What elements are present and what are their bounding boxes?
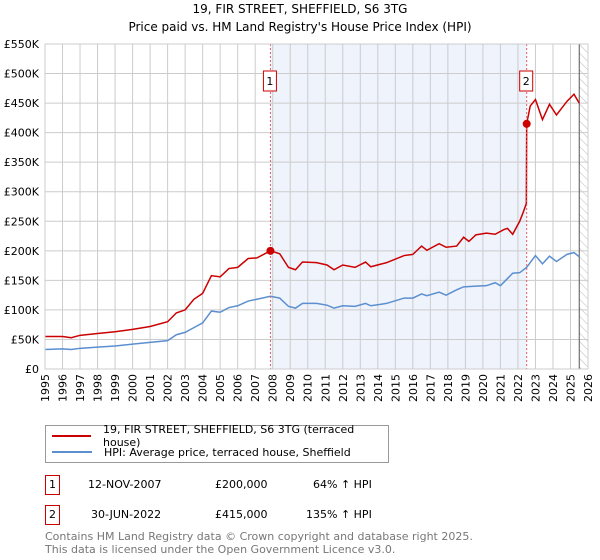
x-tick-label: 2022: [512, 374, 525, 402]
x-tick-label: 2026: [582, 374, 595, 402]
legend-item-hpi: HPI: Average price, terraced house, Shef…: [46, 444, 351, 460]
x-tick-label: 2005: [214, 374, 227, 402]
sale-row: 2 30-JUN-2022 £415,000 135% ↑ HPI: [45, 505, 445, 525]
y-tick-label: £450K: [4, 97, 40, 110]
x-tick-label: 2025: [564, 374, 577, 402]
x-tick-label: 2006: [232, 374, 245, 402]
ownership-shaded-region: [270, 44, 527, 369]
x-tick-label: 2013: [354, 374, 367, 402]
x-tick-label: 2015: [389, 374, 402, 402]
x-tick-label: 2016: [407, 374, 420, 402]
sale-point: [266, 246, 275, 255]
sale-price: £200,000: [215, 478, 268, 491]
sale-badge: 1: [45, 475, 60, 495]
x-tick-label: 1999: [109, 374, 122, 402]
legend-item-property: 19, FIR STREET, SHEFFIELD, S6 3TG (terra…: [46, 423, 388, 449]
x-tick-label: 2007: [249, 374, 262, 402]
sale-marker-box: [262, 70, 277, 92]
x-tick-label: 2003: [179, 374, 192, 402]
x-tick-label: 2008: [267, 374, 280, 402]
x-tick-label: 2018: [442, 374, 455, 402]
x-tick-label: 2020: [477, 374, 490, 402]
y-tick-label: £400K: [4, 127, 40, 140]
x-tick-label: 2024: [547, 374, 560, 402]
x-tick-label: 1998: [92, 374, 105, 402]
x-tick-label: 2000: [127, 374, 140, 402]
chart-title: 19, FIR STREET, SHEFFIELD, S6 3TG: [192, 2, 408, 16]
x-tick-label: 2009: [284, 374, 297, 402]
x-tick-label: 1996: [57, 374, 70, 402]
x-tick-label: 2010: [302, 374, 315, 402]
sale-date: 30-JUN-2022: [91, 508, 162, 521]
sale-marker-box: [519, 70, 534, 92]
sale-marker-label: 2: [523, 75, 530, 88]
sale-date: 12-NOV-2007: [88, 478, 162, 491]
x-tick-label: 1997: [74, 374, 87, 402]
property-series-line: [45, 93, 580, 339]
x-tick-label: 2017: [424, 374, 437, 402]
x-tick-label: 2019: [459, 374, 472, 402]
y-tick-label: £0: [25, 363, 39, 376]
sale-row: 1 12-NOV-2007 £200,000 64% ↑ HPI: [45, 475, 445, 495]
legend-label: HPI: Average price, terraced house, Shef…: [104, 445, 351, 459]
y-tick-label: £500K: [4, 68, 40, 81]
y-tick-label: £150K: [4, 274, 40, 287]
x-tick-label: 2014: [372, 374, 385, 402]
sale-hpi: 135% ↑ HPI: [306, 508, 372, 521]
legend-swatch-red: [52, 435, 91, 437]
y-tick-label: £100K: [4, 304, 40, 317]
price-chart: 1995 1996 1997 1998 1999 2000 2001 2002 2003 2004…: [4, 38, 595, 402]
sale-hpi: 64% ↑ HPI: [313, 478, 372, 491]
sale-marker-label: 1: [266, 75, 273, 88]
x-tick-label: 2001: [144, 374, 157, 402]
y-tick-label: £350K: [4, 156, 40, 169]
y-tick-label: £550K: [4, 38, 40, 51]
sale-price: £415,000: [215, 508, 268, 521]
footer-licence: This data is licensed under the Open Gov…: [45, 543, 396, 556]
footer-copyright: Contains HM Land Registry data © Crown c…: [45, 530, 473, 543]
x-tick-label: 2002: [162, 374, 175, 402]
legend-label: 19, FIR STREET, SHEFFIELD, S6 3TG (terra…: [103, 423, 355, 449]
x-tick-label: 2023: [529, 374, 542, 402]
hpi-series-line: [44, 251, 580, 351]
sale-badge: 2: [45, 505, 60, 525]
sale-point: [522, 119, 531, 128]
x-tick-label: 2004: [197, 374, 210, 402]
y-tick-label: £250K: [4, 215, 40, 228]
legend: 19, FIR STREET, SHEFFIELD, S6 3TG (terra…: [45, 423, 389, 463]
x-tick-label: 2021: [494, 374, 507, 402]
x-tick-label: 2011: [319, 374, 332, 402]
plot-border: [44, 43, 589, 370]
footer: Contains HM Land Registry data © Crown c…: [45, 530, 473, 556]
x-tick-label: 1995: [39, 374, 52, 402]
y-tick-label: £200K: [4, 245, 40, 258]
forecast-hatched-region: [579, 44, 588, 369]
legend-swatch-blue: [52, 451, 92, 453]
chart-subtitle: Price paid vs. HM Land Registry's House …: [128, 20, 472, 34]
y-tick-label: £50K: [11, 333, 40, 346]
x-tick-label: 2012: [337, 374, 350, 402]
y-tick-label: £300K: [4, 186, 40, 199]
